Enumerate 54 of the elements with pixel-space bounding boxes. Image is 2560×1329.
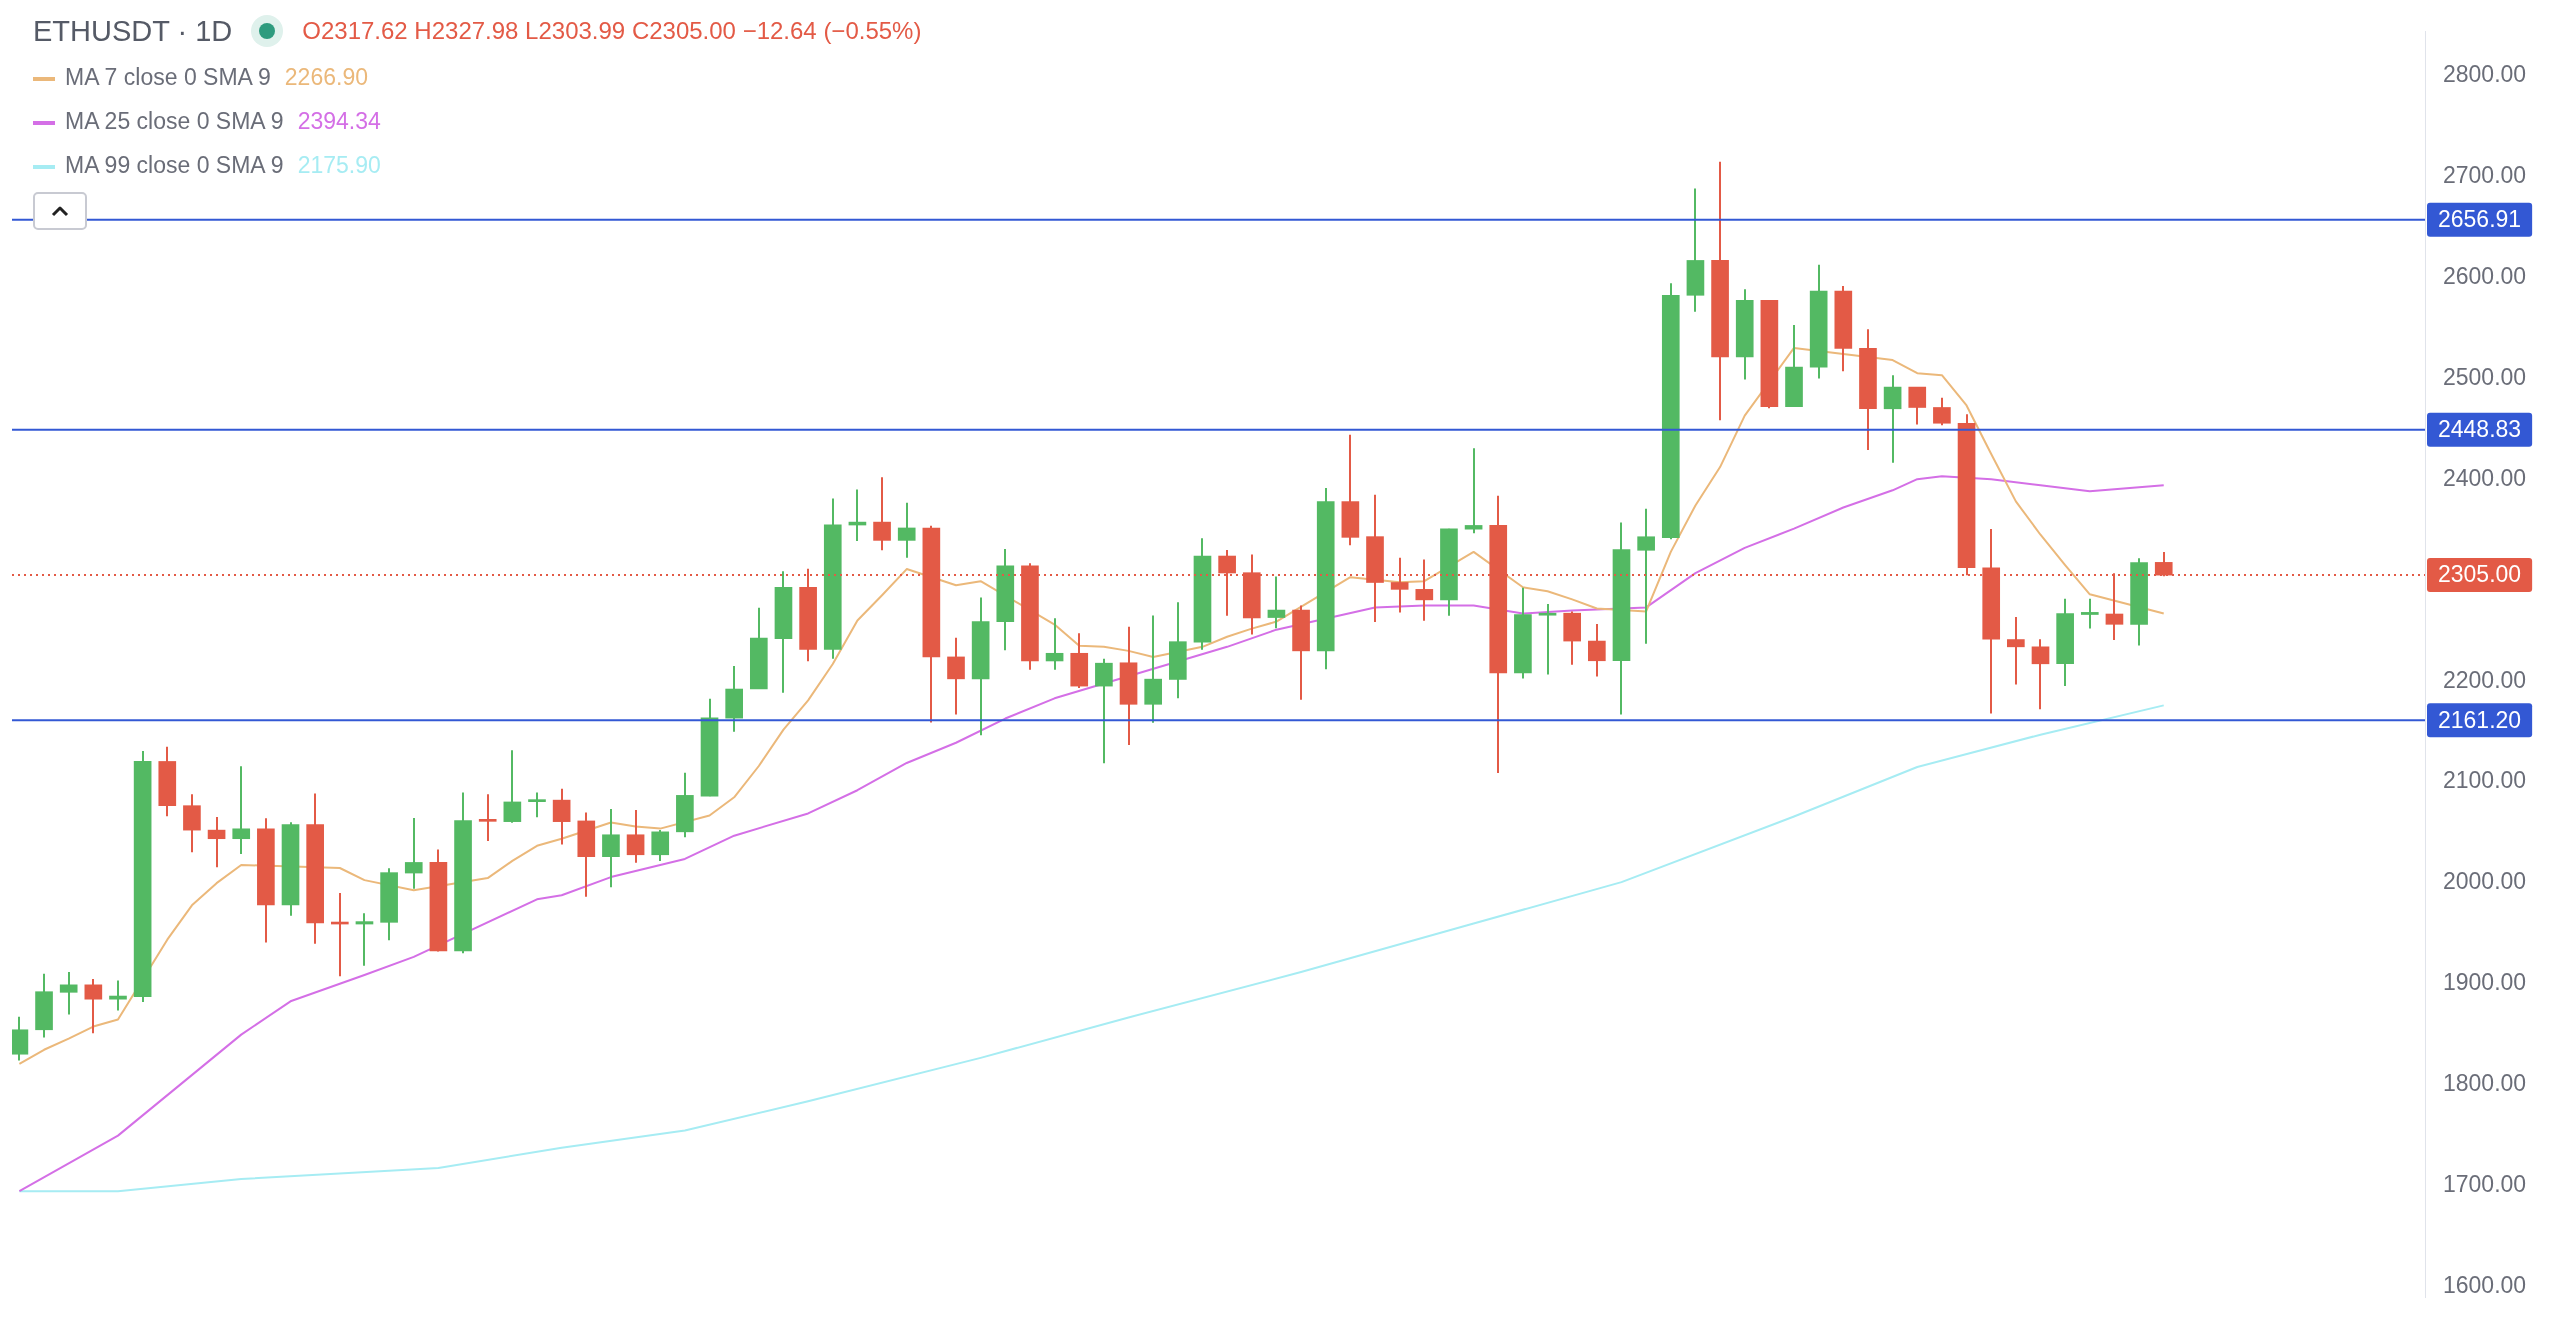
y-tick-label: 1800.00 xyxy=(2443,1070,2527,1097)
candlestick xyxy=(602,807,620,889)
y-tick-label: 1900.00 xyxy=(2443,969,2527,996)
annotation: 2266.90 xyxy=(284,64,368,90)
y-tick-label: 1700.00 xyxy=(2443,1171,2527,1198)
legend-label: MA 25 close 0 SMA 9 xyxy=(65,108,284,134)
candlestick xyxy=(1908,386,1927,426)
y-tick-label: 2700.00 xyxy=(2443,161,2527,188)
ref-line-label: 2656.91 xyxy=(2438,206,2522,233)
candlestick xyxy=(1637,507,1655,645)
candlestick xyxy=(1588,623,1606,678)
candlestick xyxy=(2080,597,2099,630)
annotation: 2394.34 xyxy=(297,108,381,134)
y-tick-label: 1600.00 xyxy=(2443,1272,2527,1299)
y-tick-label: 2600.00 xyxy=(2443,262,2527,289)
y-tick-label: 2200.00 xyxy=(2443,666,2527,693)
candlestick xyxy=(2007,616,2025,686)
ref-line-label: 2161.20 xyxy=(2438,706,2522,733)
candlestick xyxy=(873,476,891,552)
candlestick xyxy=(626,809,645,864)
candlestick xyxy=(1538,603,1557,676)
candlestick xyxy=(207,815,226,869)
candlestick xyxy=(1045,617,1064,671)
y-tick-label: 2400.00 xyxy=(2443,464,2527,491)
candlestick xyxy=(1267,575,1286,630)
candlestick xyxy=(232,765,251,855)
candlestick xyxy=(503,749,522,824)
candlestick xyxy=(478,793,497,843)
candlestick xyxy=(404,816,423,890)
annotation: 2175.90 xyxy=(297,152,381,178)
candlestick xyxy=(1464,447,1483,535)
candlestick xyxy=(528,791,546,819)
candlestick xyxy=(109,979,127,1012)
y-tick-label: 2800.00 xyxy=(2443,60,2527,87)
candlestick xyxy=(947,636,965,716)
candlestick xyxy=(59,970,78,1016)
candlestick xyxy=(552,787,571,846)
candlestick xyxy=(651,829,670,863)
y-tick-label: 2000.00 xyxy=(2443,868,2527,895)
y-tick-label: 2100.00 xyxy=(2443,767,2527,794)
legend-label: MA 7 close 0 SMA 9 xyxy=(65,64,271,90)
y-tick-label: 2500.00 xyxy=(2443,363,2527,390)
candlestick xyxy=(2031,638,2050,711)
candlestick xyxy=(1883,374,1902,464)
candlestick xyxy=(355,912,374,967)
legend-label: MA 99 close 0 SMA 9 xyxy=(65,152,284,178)
candlestick xyxy=(897,501,916,559)
ref-line-label: 2448.83 xyxy=(2438,416,2522,443)
candlestick xyxy=(84,978,103,1035)
candlestick xyxy=(1933,396,1951,427)
candlestick xyxy=(1095,657,1113,765)
ref-line-label: 2305.00 xyxy=(2438,561,2522,588)
chart-title: ETHUSDT · 1D xyxy=(33,14,233,48)
chart-subtitle: O2317.62 H2327.98 L2303.99 C2305.00 −12.64 (−0.55%) xyxy=(302,17,922,45)
